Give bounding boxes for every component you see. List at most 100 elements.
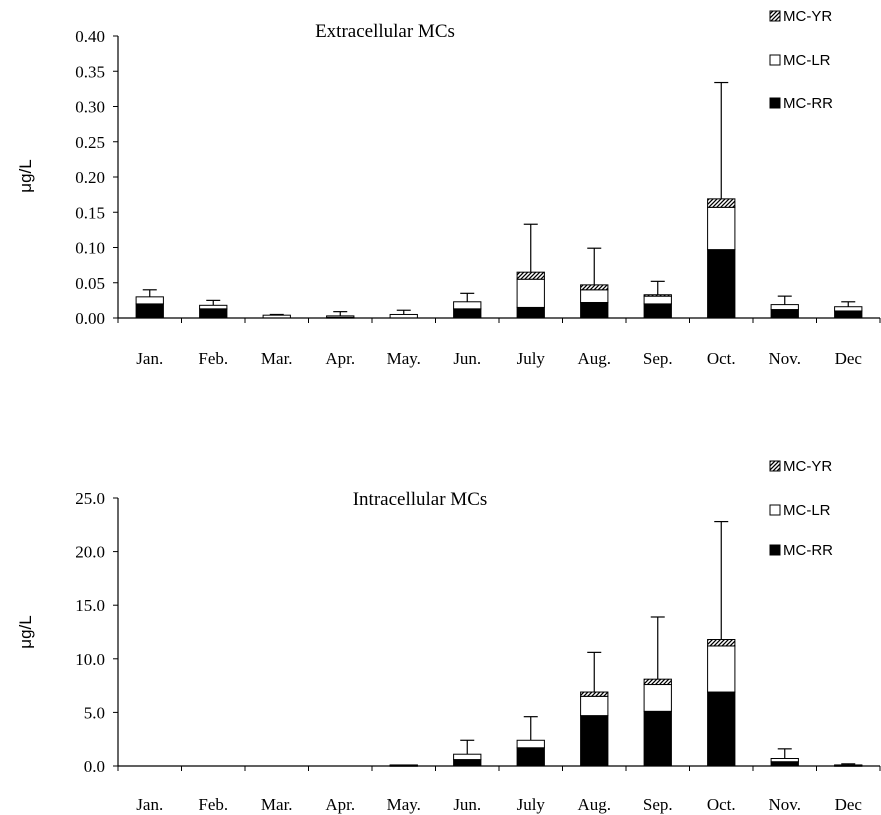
bar-segment [580, 715, 609, 767]
y-tick-label: 5.0 [84, 703, 105, 722]
bar-segment [453, 301, 482, 310]
y-tick-label: 0.10 [75, 239, 105, 258]
legend-swatch [769, 460, 781, 472]
bar-segment [643, 294, 672, 297]
x-tick-label: Apr. [325, 349, 355, 368]
bar-segment [135, 303, 164, 319]
bar-segment [707, 691, 736, 767]
bar-segment [707, 639, 736, 647]
x-tick-label: Feb. [198, 795, 228, 814]
x-tick-label: May. [387, 795, 421, 814]
bar-segment [770, 757, 799, 763]
legend-label: MC-RR [783, 95, 833, 112]
x-tick-label: Aug. [577, 795, 611, 814]
bar-segment [643, 684, 672, 712]
legend-swatch [769, 544, 781, 556]
legend: MC-YR MC-LR MC-RR [769, 8, 833, 112]
bar-segment [453, 308, 482, 319]
bar-segment [707, 645, 736, 693]
x-tick-label: Mar. [261, 795, 293, 814]
bar-segment [643, 710, 672, 767]
x-tick-label: July [517, 349, 546, 368]
chart-intracellular: μg/L Intracellular MCs 0.0 5.0 10.0 15.0 20.… [16, 458, 881, 814]
x-ticks: Jan. Feb. Mar. Apr. May. Jun. July Aug. Sep. Oct.… [117, 318, 881, 368]
bar-segment [707, 249, 736, 319]
x-tick-label: Feb. [198, 349, 228, 368]
x-tick-label: Oct. [707, 349, 736, 368]
legend-swatch [769, 504, 781, 516]
bar-segment [643, 295, 672, 305]
bar-segment [516, 278, 545, 308]
legend-label: MC-RR [783, 542, 833, 559]
chart-extracellular: μg/L Extracellular MCs 0.000.050.100.150… [16, 8, 881, 368]
x-tick-label: Jan. [136, 349, 163, 368]
bar-segment [643, 303, 672, 319]
y-tick-label: 0.35 [75, 62, 105, 81]
y-tick-label: 15.0 [75, 596, 105, 615]
y-tick-label: 25.0 [75, 489, 105, 508]
y-tick-label: 0.0 [84, 757, 105, 776]
bar-segment [770, 304, 799, 311]
bar-segment [135, 296, 164, 305]
x-tick-label: Dec [835, 349, 863, 368]
bar-segment [326, 315, 355, 318]
bar-segment [516, 271, 545, 280]
legend: MC-YR MC-LR MC-RR [769, 458, 833, 559]
bar-segment [580, 289, 609, 303]
bar-segment [199, 308, 228, 319]
y-tick-label: 0.25 [75, 133, 105, 152]
bar-segment [834, 306, 863, 312]
bar-segment [516, 306, 545, 319]
x-tick-label: May. [387, 349, 421, 368]
bar-segment [834, 310, 863, 319]
x-tick-label: Aug. [577, 349, 611, 368]
legend-swatch [769, 54, 781, 66]
axes [117, 498, 880, 767]
x-tick-label: Jun. [453, 349, 481, 368]
y-tick-label: 0.05 [75, 274, 105, 293]
x-tick-label: Jun. [453, 795, 481, 814]
legend-swatch [769, 10, 781, 22]
y-tick-label: 0.20 [75, 168, 105, 187]
x-ticks: Jan. Feb. Mar. Apr. May. Jun. July Aug. Sep. Oct.… [117, 766, 881, 814]
x-tick-label: Nov. [769, 349, 801, 368]
bar-segment [707, 198, 736, 208]
legend-label: MC-YR [783, 458, 832, 475]
x-tick-label: Nov. [769, 795, 801, 814]
bar-segment [770, 309, 799, 319]
bar-segment [707, 206, 736, 251]
y-tick-label: 0.30 [75, 98, 105, 117]
bar-segment [580, 284, 609, 291]
x-tick-label: Mar. [261, 349, 293, 368]
bar-segment [516, 747, 545, 767]
y-tick-label: 20.0 [75, 543, 105, 562]
y-axis-label: μg/L [16, 159, 35, 192]
axes [117, 36, 880, 319]
bar-segment [580, 301, 609, 319]
bar-segment [453, 753, 482, 761]
bar-segment [770, 761, 799, 767]
y-tick-label: 10.0 [75, 650, 105, 669]
y-ticks: 0.00 0.05 0.10 0.15 0.20 0.25 0.30 0.35 0.40 [75, 27, 118, 328]
bar-segment [453, 759, 482, 767]
chart-title: Extracellular MCs [315, 21, 455, 42]
chart-title: Intracellular MCs [353, 489, 488, 510]
bar-segment [580, 691, 609, 697]
y-tick-label: 0.40 [75, 27, 105, 46]
x-tick-label: Jan. [136, 795, 163, 814]
bar-segment [643, 678, 672, 686]
y-axis-label: μg/L [16, 615, 35, 648]
x-tick-label: Dec [835, 795, 863, 814]
x-tick-label: Sep. [643, 795, 673, 814]
legend-label: MC-LR [783, 52, 831, 69]
x-tick-label: July [517, 795, 546, 814]
legend-label: MC-LR [783, 502, 831, 519]
bar-segment [580, 695, 609, 717]
bar-segment [516, 739, 545, 749]
y-tick-label: 0.15 [75, 203, 105, 222]
y-tick-label: 0.00 [75, 309, 105, 328]
bar-segment [199, 304, 228, 310]
x-tick-label: Oct. [707, 795, 736, 814]
y-ticks: 0.0 5.0 10.0 15.0 20.0 25.0 [75, 489, 118, 776]
